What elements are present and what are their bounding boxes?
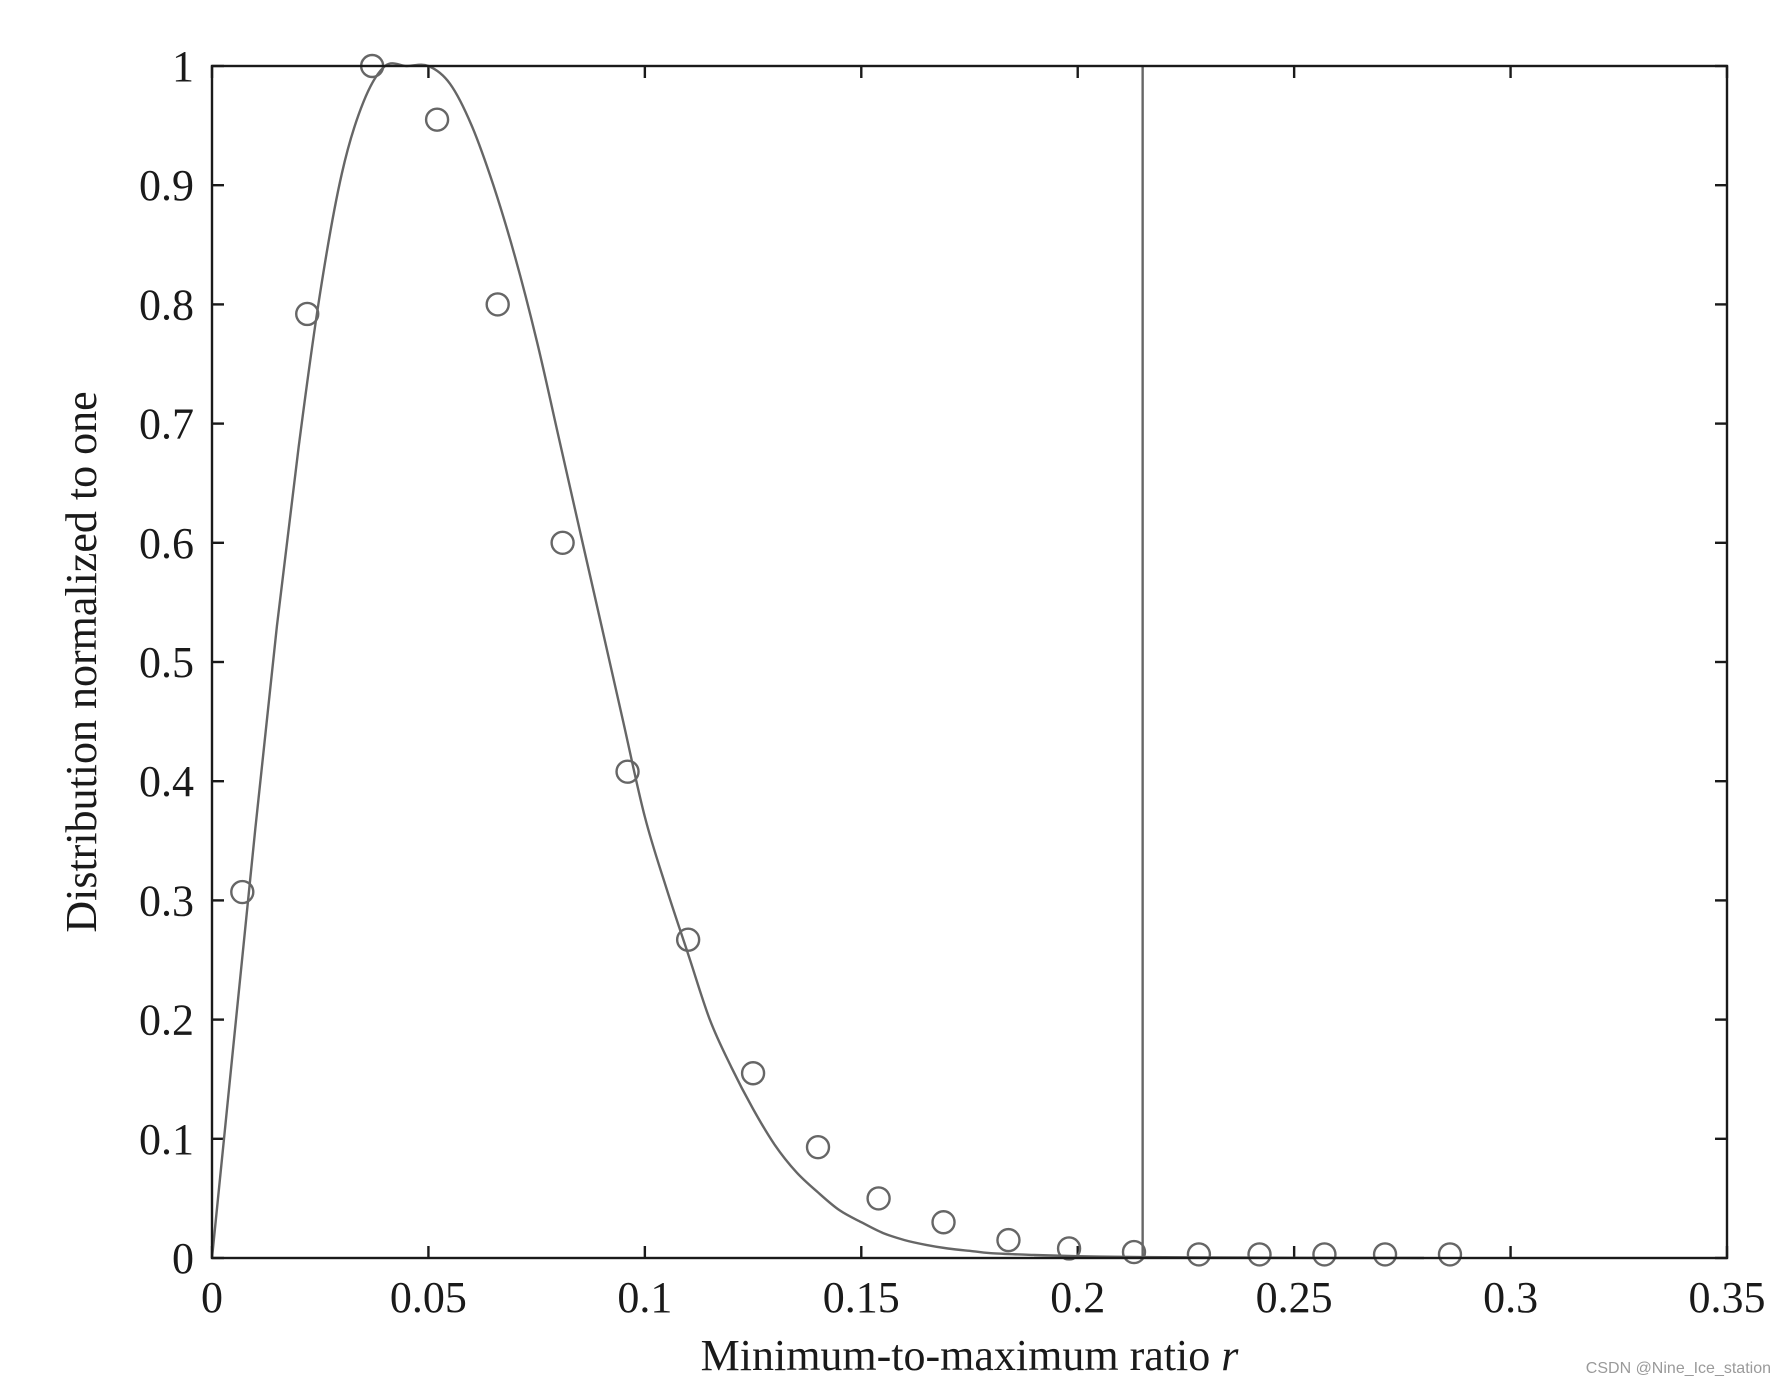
fitted-curve-line: [210, 62, 1425, 1260]
data-point: [1247, 1242, 1272, 1267]
data-point: [550, 530, 575, 555]
y-tick-label: 0.5: [139, 638, 194, 687]
x-axis-label-text: Minimum-to-maximum ratio: [701, 1331, 1211, 1380]
y-tick-label: 0.8: [139, 280, 194, 329]
y-tick-label: 0.4: [139, 757, 194, 806]
data-point: [1121, 1239, 1147, 1265]
x-tick-label: 0.15: [823, 1273, 900, 1322]
data-point: [996, 1227, 1021, 1253]
y-tick-labels: 0 0.1 0.2 0.3 0.4 0.5 0.6 0.7 0.8 0.9 1: [139, 42, 194, 1283]
data-points: [230, 53, 1463, 1267]
y-tick-label: 0: [172, 1234, 194, 1283]
y-tick-label: 0.1: [139, 1115, 194, 1164]
data-point: [424, 107, 450, 132]
y-tick-label: 0.7: [139, 400, 194, 449]
x-tick-label: 0.25: [1256, 1273, 1333, 1322]
y-tick-label: 0.6: [139, 519, 194, 568]
data-point: [740, 1061, 766, 1086]
data-point: [615, 759, 640, 784]
data-point: [1312, 1242, 1337, 1267]
data-point: [485, 292, 510, 317]
data-point: [1437, 1242, 1463, 1267]
x-tick-label: 0.2: [1050, 1273, 1105, 1322]
y-tick-label: 0.3: [139, 876, 194, 925]
data-point: [805, 1134, 831, 1160]
x-tick-label: 0.3: [1483, 1273, 1538, 1322]
plot-frame: [210, 64, 1729, 1260]
y-tick-label: 0.2: [139, 996, 194, 1045]
x-axis-ticks: [210, 66, 1729, 1258]
data-point: [675, 927, 701, 952]
x-tick-label: 0.35: [1689, 1273, 1766, 1322]
data-point: [1372, 1242, 1398, 1267]
y-axis-label: Distribution normalized to one: [57, 391, 106, 932]
x-tick-label: 0.05: [390, 1273, 467, 1322]
data-point: [1186, 1242, 1212, 1267]
y-axis-ticks: [212, 64, 1727, 1260]
data-point: [230, 879, 255, 905]
y-tick-label: 0.9: [139, 161, 194, 210]
x-axis-label-var: r: [1221, 1331, 1239, 1380]
x-tick-label: 0.1: [617, 1273, 672, 1322]
x-tick-labels: 0 0.05 0.1 0.15 0.2 0.25 0.3 0.35: [201, 1273, 1766, 1322]
data-point: [295, 301, 320, 327]
watermark: CSDN @Nine_Ice_station: [1585, 1360, 1771, 1377]
data-point: [866, 1186, 891, 1211]
data-point: [1056, 1236, 1082, 1261]
data-point: [931, 1210, 956, 1235]
x-tick-label: 0: [201, 1273, 223, 1322]
y-tick-label: 1: [172, 42, 194, 91]
x-axis-label: Minimum-to-maximum ratio r: [701, 1331, 1240, 1380]
